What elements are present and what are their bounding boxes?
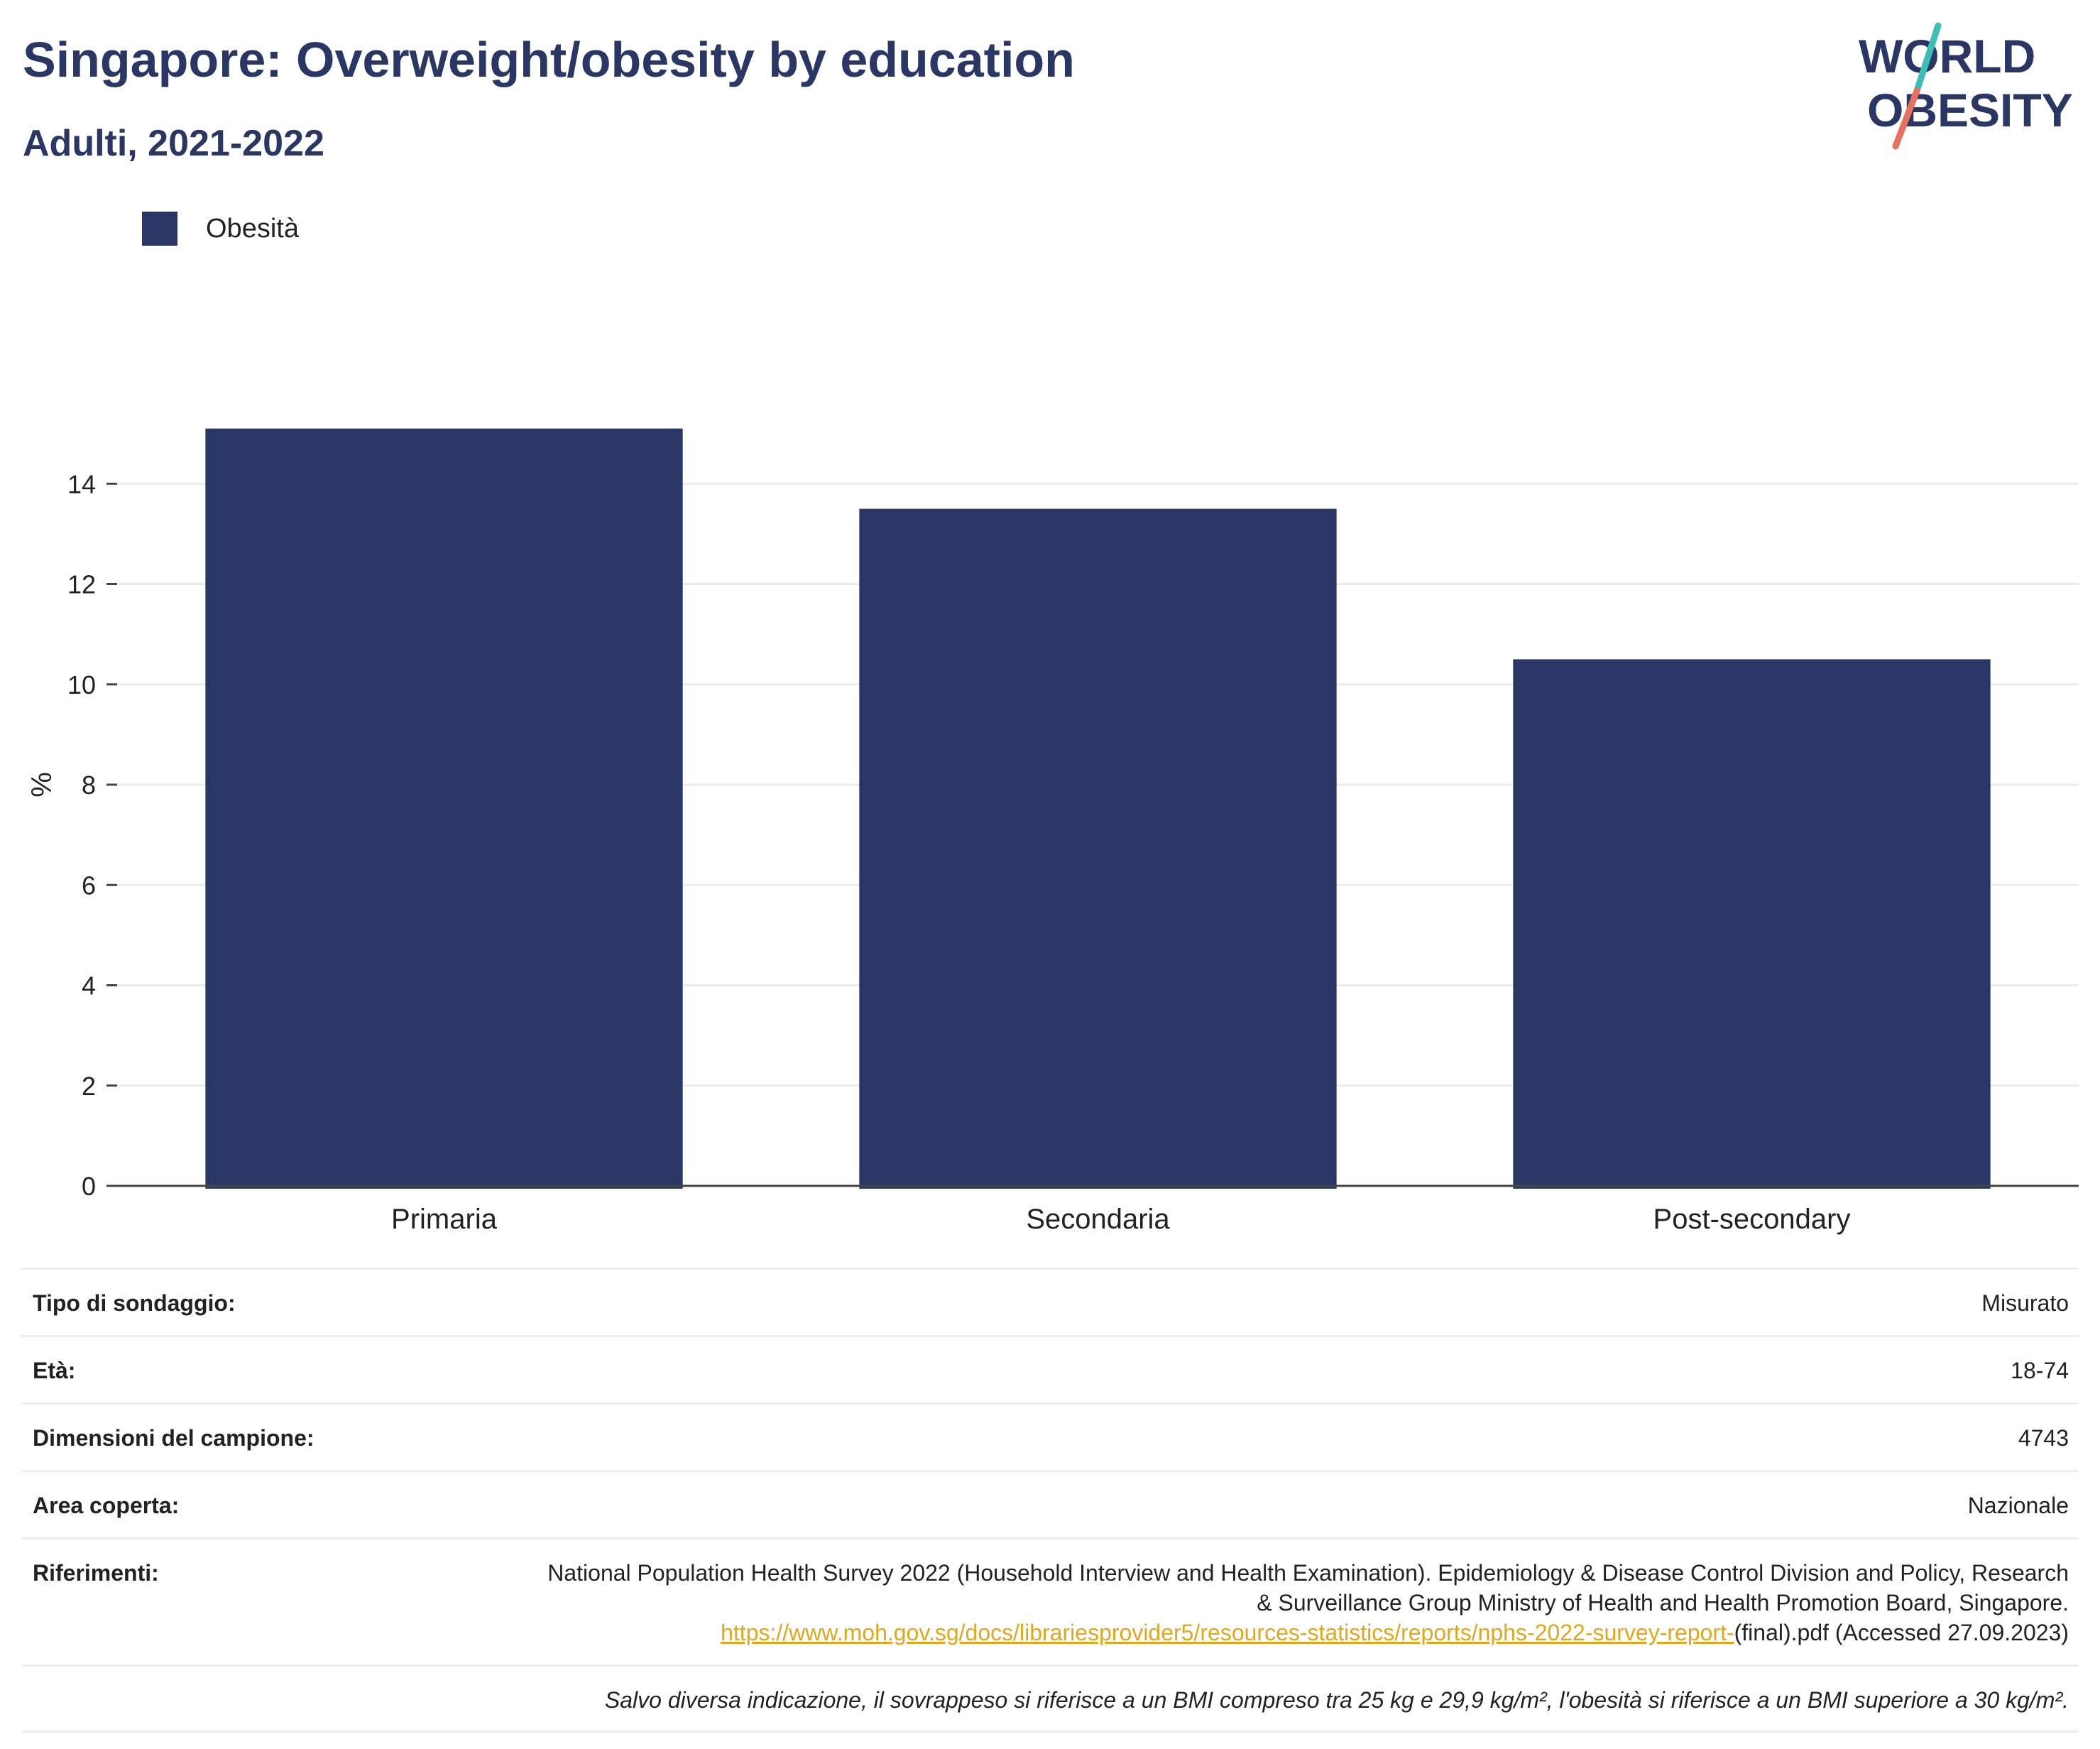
chart-subtitle: Adulti, 2021-2022 <box>23 123 324 164</box>
meta-value: Misurato <box>1981 1290 2069 1316</box>
chart-legend[interactable]: Obesità <box>142 212 299 246</box>
y-axis-label: % <box>26 772 58 797</box>
x-tick-label: Primaria <box>391 1204 498 1235</box>
legend-label: Obesità <box>206 213 299 244</box>
meta-row-sample-size: Dimensioni del campione: 4743 <box>21 1402 2079 1470</box>
meta-value: 4743 <box>2018 1425 2069 1451</box>
meta-row-age: Età: 18-74 <box>21 1335 2079 1402</box>
chart-title: Singapore: Overweight/obesity by educati… <box>23 32 1075 87</box>
y-tick-label: 2 <box>82 1072 96 1101</box>
references-text: National Population Health Survey 2022 (… <box>547 1560 2069 1615</box>
x-tick-label: Post-secondary <box>1653 1204 1851 1235</box>
meta-value: Nazionale <box>1967 1493 2069 1518</box>
meta-row-area: Area coperta: Nazionale <box>21 1470 2079 1537</box>
bmi-note: Salvo diversa indicazione, il sovrappeso… <box>21 1664 2079 1733</box>
logo-line-2: OBESITY <box>1867 84 2073 136</box>
meta-label: Tipo di sondaggio: <box>33 1290 236 1316</box>
meta-row-references: Riferimenti: National Population Health … <box>21 1537 2079 1664</box>
y-tick-label: 8 <box>82 770 96 800</box>
y-tick-label: 6 <box>82 871 96 900</box>
bar-primaria <box>205 428 683 1189</box>
metadata-table: Tipo di sondaggio: Misurato Età: 18-74 D… <box>21 1268 2079 1733</box>
logo-slash-bottom <box>1892 87 1920 150</box>
meta-label: Dimensioni del campione: <box>33 1425 315 1451</box>
bar-secondaria <box>859 508 1337 1189</box>
meta-row-survey-type: Tipo di sondaggio: Misurato <box>21 1268 2079 1335</box>
world-obesity-logo: WORLD OBESITY <box>1859 22 2073 150</box>
y-tick-label: 14 <box>67 469 96 498</box>
references-tail: (final).pdf (Accessed 27.09.2023) <box>1734 1620 2069 1645</box>
meta-label: Riferimenti: <box>33 1560 159 1586</box>
references-link[interactable]: https://www.moh.gov.sg/docs/librariespro… <box>721 1620 1734 1645</box>
meta-value: 18-74 <box>2011 1358 2069 1383</box>
bar-chart: 0 2 4 6 8 10 12 14% Primaria Secondaria Post-secon… <box>26 428 2079 1235</box>
bar-post-secondary <box>1513 659 1991 1189</box>
y-tick-label: 0 <box>82 1172 96 1201</box>
logo-slash-top <box>1913 22 1942 94</box>
y-tick-label: 4 <box>82 971 96 1001</box>
x-tick-label: Secondaria <box>1026 1204 1170 1235</box>
meta-label: Età: <box>33 1358 76 1383</box>
y-tick-label: 10 <box>67 670 96 699</box>
legend-swatch <box>142 212 177 246</box>
logo-line-1: WORLD <box>1859 30 2035 82</box>
y-tick-label: 12 <box>67 570 96 599</box>
references-value: National Population Health Survey 2022 (… <box>535 1558 2069 1647</box>
meta-label: Area coperta: <box>33 1493 180 1518</box>
